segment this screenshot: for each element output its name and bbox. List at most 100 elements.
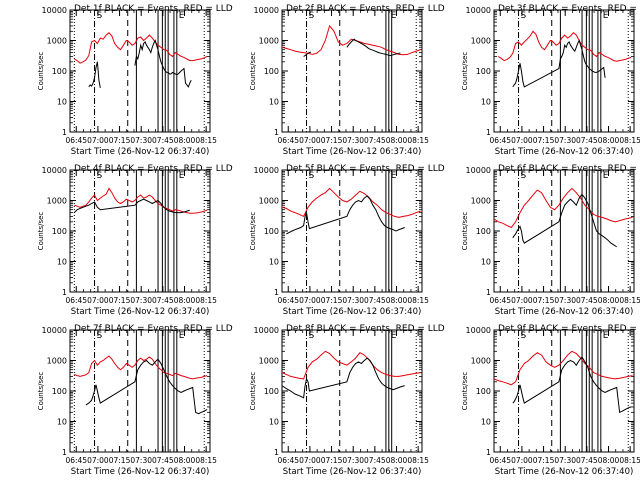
panel-title: Det 6f BLACK = Events, RED = LLD [498, 164, 640, 174]
x-tick-label: 07:45 [576, 136, 598, 145]
y-tick-label: 100 [264, 387, 279, 396]
y-tick-label: 10000 [42, 166, 67, 175]
end-marker-label: E [179, 171, 185, 181]
lld-series-line [281, 350, 421, 380]
x-axis-label: Start Time (26-Nov-12 06:37:40) [495, 307, 634, 317]
panel-2f: Det 2f BLACK = Events, RED = LLD 1 10 100 10… [249, 4, 445, 157]
y-tick-label: 10000 [42, 326, 67, 335]
lld-series-line [281, 187, 421, 218]
y-tick-label: 10000 [466, 166, 491, 175]
x-tick-label: 08:00 [174, 296, 196, 305]
y-tick-label: 10 [269, 98, 279, 107]
x-tick-label: 06:45 [489, 296, 511, 305]
y-tick-label: 10 [57, 258, 67, 267]
x-tick-label: 07:30 [554, 296, 576, 305]
x-tick-label: 07:30 [130, 456, 152, 465]
x-axis-label: Start Time (26-Nov-12 06:37:40) [71, 307, 210, 317]
x-tick-label: 06:45 [277, 456, 299, 465]
x-tick-label: 08:15 [407, 456, 429, 465]
axes-frame [281, 329, 423, 453]
y-tick-label: 1000 [259, 37, 279, 46]
y-tick-label: 1 [486, 448, 491, 457]
y-tick-label: 1000 [471, 357, 491, 366]
y-tick-label: 10 [57, 98, 67, 107]
x-tick-label: 08:15 [195, 296, 217, 305]
panel-4f: Det 4f BLACK = Events, RED = LLD 1 10 100 10… [37, 164, 233, 317]
end-marker-label: E [179, 11, 185, 21]
x-tick-label: 07:45 [576, 456, 598, 465]
end-marker-label: E [391, 331, 397, 341]
axes-frame [69, 169, 211, 293]
x-tick-label: 06:45 [65, 456, 87, 465]
y-tick-label: 1 [62, 288, 67, 297]
x-tick-label: 08:15 [619, 456, 640, 465]
axes-frame [493, 329, 635, 453]
end-marker-label: E [391, 11, 397, 21]
x-axis-label: Start Time (26-Nov-12 06:37:40) [283, 307, 422, 317]
x-tick-label: 06:45 [277, 136, 299, 145]
y-tick-label: 1 [486, 128, 491, 137]
panel-8f: Det 8f BLACK = Events, RED = LLD 1 10 100 10… [249, 324, 445, 477]
x-tick-label: 08:15 [195, 136, 217, 145]
x-tick-label: 07:15 [533, 296, 555, 305]
start-marker-label: S [521, 11, 527, 21]
y-axis-label: Counts/sec [37, 372, 45, 411]
x-tick-label: 07:30 [554, 136, 576, 145]
axes-frame [493, 9, 635, 133]
events-series-line [303, 51, 312, 57]
x-tick-label: 07:45 [364, 296, 386, 305]
y-axis-label: Counts/sec [461, 212, 469, 251]
y-axis-label: Counts/sec [249, 52, 257, 91]
x-tick-label: 07:45 [364, 136, 386, 145]
y-tick-label: 1000 [47, 37, 67, 46]
x-tick-label: 08:00 [598, 136, 620, 145]
y-tick-label: 10 [269, 258, 279, 267]
panel-title: Det 7f BLACK = Events, RED = LLD [74, 324, 233, 334]
x-tick-label: 08:00 [386, 136, 408, 145]
lld-series-line [498, 30, 632, 62]
y-tick-label: 10 [481, 418, 491, 427]
panel-title: Det 9f BLACK = Events, RED = LLD [498, 324, 640, 334]
events-series-line [512, 39, 606, 88]
y-tick-label: 100 [476, 67, 491, 76]
events-series-line [88, 61, 101, 88]
x-tick-label: 06:45 [277, 296, 299, 305]
start-marker-label: S [309, 171, 315, 181]
y-tick-label: 100 [264, 227, 279, 236]
start-marker-label: S [97, 11, 103, 21]
y-tick-label: 1 [62, 448, 67, 457]
x-tick-label: 08:15 [407, 136, 429, 145]
y-tick-label: 1 [62, 128, 67, 137]
panel-title: Det 2f BLACK = Events, RED = LLD [286, 4, 445, 14]
y-tick-label: 10000 [254, 6, 279, 15]
y-tick-label: 10000 [466, 326, 491, 335]
panel-6f: Det 6f BLACK = Events, RED = LLD 1 10 100 10… [461, 164, 640, 317]
start-marker-label: S [309, 331, 315, 341]
end-marker-label: E [179, 331, 185, 341]
events-series-line [286, 195, 405, 235]
x-tick-label: 08:00 [174, 456, 196, 465]
panel-3f: Det 3f BLACK = Events, RED = LLD 1 10 100 10… [461, 4, 640, 157]
x-tick-label: 07:15 [109, 136, 131, 145]
panel-title: Det 4f BLACK = Events, RED = LLD [74, 164, 233, 174]
x-tick-label: 07:00 [299, 136, 321, 145]
x-tick-label: 07:15 [533, 136, 555, 145]
y-tick-label: 1 [274, 288, 279, 297]
events-series-line [134, 39, 192, 88]
start-marker-label: S [97, 331, 103, 341]
y-tick-label: 100 [476, 227, 491, 236]
events-series-line [512, 356, 632, 414]
y-axis-label: Counts/sec [37, 212, 45, 251]
axes-frame [281, 9, 423, 133]
start-marker-label: S [521, 171, 527, 181]
y-tick-label: 1000 [471, 197, 491, 206]
y-axis-label: Counts/sec [249, 212, 257, 251]
y-tick-label: 10 [481, 258, 491, 267]
end-marker-label: E [603, 331, 609, 341]
axes-frame [493, 169, 635, 293]
y-tick-label: 1 [274, 128, 279, 137]
y-tick-label: 10 [269, 418, 279, 427]
x-axis-label: Start Time (26-Nov-12 06:37:40) [71, 147, 210, 157]
panel-1f: Det 1f BLACK = Events, RED = LLD 1 10 100 10… [37, 4, 233, 157]
lld-series-line [493, 187, 633, 229]
